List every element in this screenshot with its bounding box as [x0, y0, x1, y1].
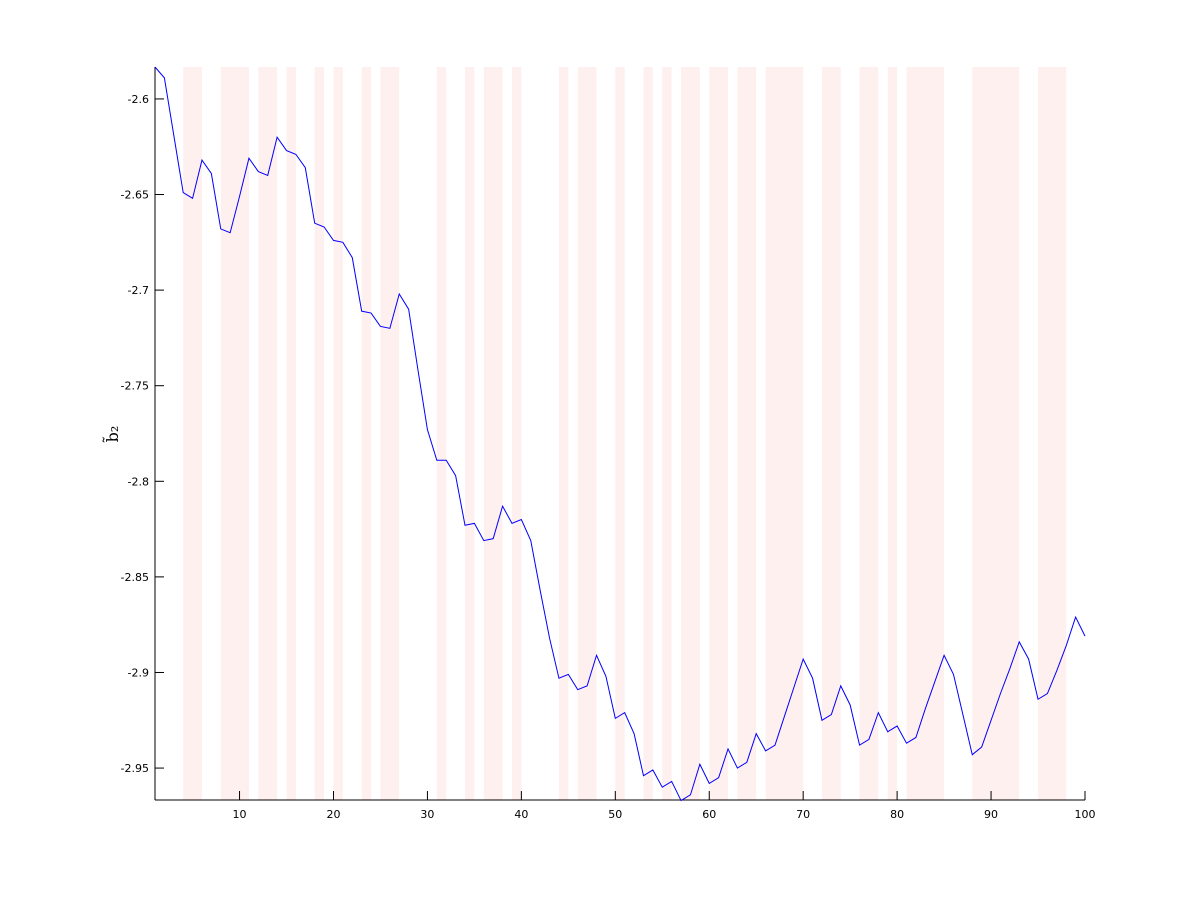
shaded-region	[436, 67, 447, 800]
shaded-region	[333, 67, 343, 800]
shaded-region	[183, 67, 202, 800]
shaded-region	[1038, 67, 1067, 800]
y-tick-label: -2.9	[128, 666, 149, 679]
shaded-region	[887, 67, 898, 800]
x-tick-label: 20	[326, 808, 340, 821]
y-tick-label: -2.85	[121, 571, 149, 584]
x-tick-label: 90	[984, 808, 998, 821]
shaded-region	[821, 67, 841, 800]
x-tick-label: 60	[702, 808, 716, 821]
x-tick-label: 80	[890, 808, 904, 821]
shaded-region	[511, 67, 522, 800]
shaded-region	[361, 67, 372, 800]
x-tick-label: 50	[608, 808, 622, 821]
y-tick-label: -2.8	[128, 475, 149, 488]
x-tick-label: 100	[1075, 808, 1096, 821]
shaded-region	[906, 67, 945, 800]
shaded-region	[577, 67, 597, 800]
y-tick-label: -2.75	[121, 380, 149, 393]
shaded-region	[972, 67, 1020, 800]
shaded-region	[709, 67, 729, 800]
shaded-region	[615, 67, 625, 800]
shaded-region	[258, 67, 278, 800]
shaded-region	[737, 67, 757, 800]
shaded-region	[380, 67, 400, 800]
shaded-region	[859, 67, 879, 800]
shaded-region	[662, 67, 672, 800]
shaded-region	[286, 67, 296, 800]
y-axis-label: b̃₂	[102, 426, 122, 443]
shaded-region	[765, 67, 804, 800]
shaded-region	[220, 67, 249, 800]
data-line	[154, 66, 1086, 802]
x-tick-label: 30	[420, 808, 434, 821]
x-tick-label: 70	[796, 808, 810, 821]
shaded-region	[681, 67, 700, 800]
y-tick-label: -2.65	[121, 189, 149, 202]
x-tick-label: 10	[233, 808, 247, 821]
y-tick-label: -2.7	[128, 284, 149, 297]
y-tick-label: -2.95	[121, 762, 149, 775]
y-tick-label: -2.6	[128, 93, 149, 106]
shaded-region	[483, 67, 503, 800]
x-tick-label: 40	[514, 808, 528, 821]
shaded-region	[643, 67, 653, 800]
shaded-region	[465, 67, 475, 800]
shaded-region	[314, 67, 325, 800]
shaded-region	[558, 67, 569, 800]
